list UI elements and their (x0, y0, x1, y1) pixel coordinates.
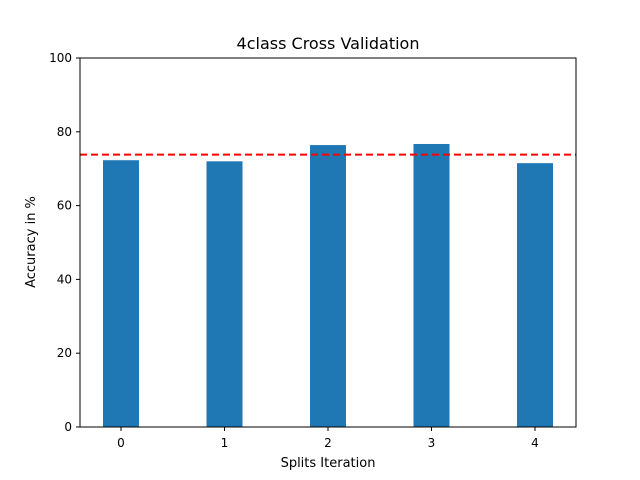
y-axis: 0 20 40 60 80 100 (49, 51, 80, 434)
y-tick-label: 40 (57, 272, 72, 286)
bar-split-0 (103, 160, 139, 427)
bar-split-4 (517, 163, 553, 428)
y-tick-label: 0 (64, 420, 72, 434)
x-axis-label: Splits Iteration (281, 456, 376, 471)
x-tick-label: 4 (531, 436, 539, 450)
y-axis-label: Accuracy in % (24, 196, 39, 288)
x-tick-label: 1 (221, 436, 229, 450)
x-tick-label: 2 (324, 436, 332, 450)
bar-split-3 (413, 143, 450, 428)
y-tick-label: 20 (57, 346, 72, 360)
y-tick-label: 60 (57, 199, 72, 213)
bar-group (103, 143, 553, 428)
x-axis: 0 1 2 3 4 (117, 427, 539, 450)
y-tick-label: 100 (49, 51, 72, 65)
chart-title: 4class Cross Validation (237, 34, 420, 53)
y-tick-label: 80 (57, 125, 72, 139)
x-tick-label: 3 (428, 436, 436, 450)
x-tick-label: 0 (117, 436, 125, 450)
bar-split-1 (206, 161, 243, 427)
bar-split-2 (310, 145, 346, 428)
